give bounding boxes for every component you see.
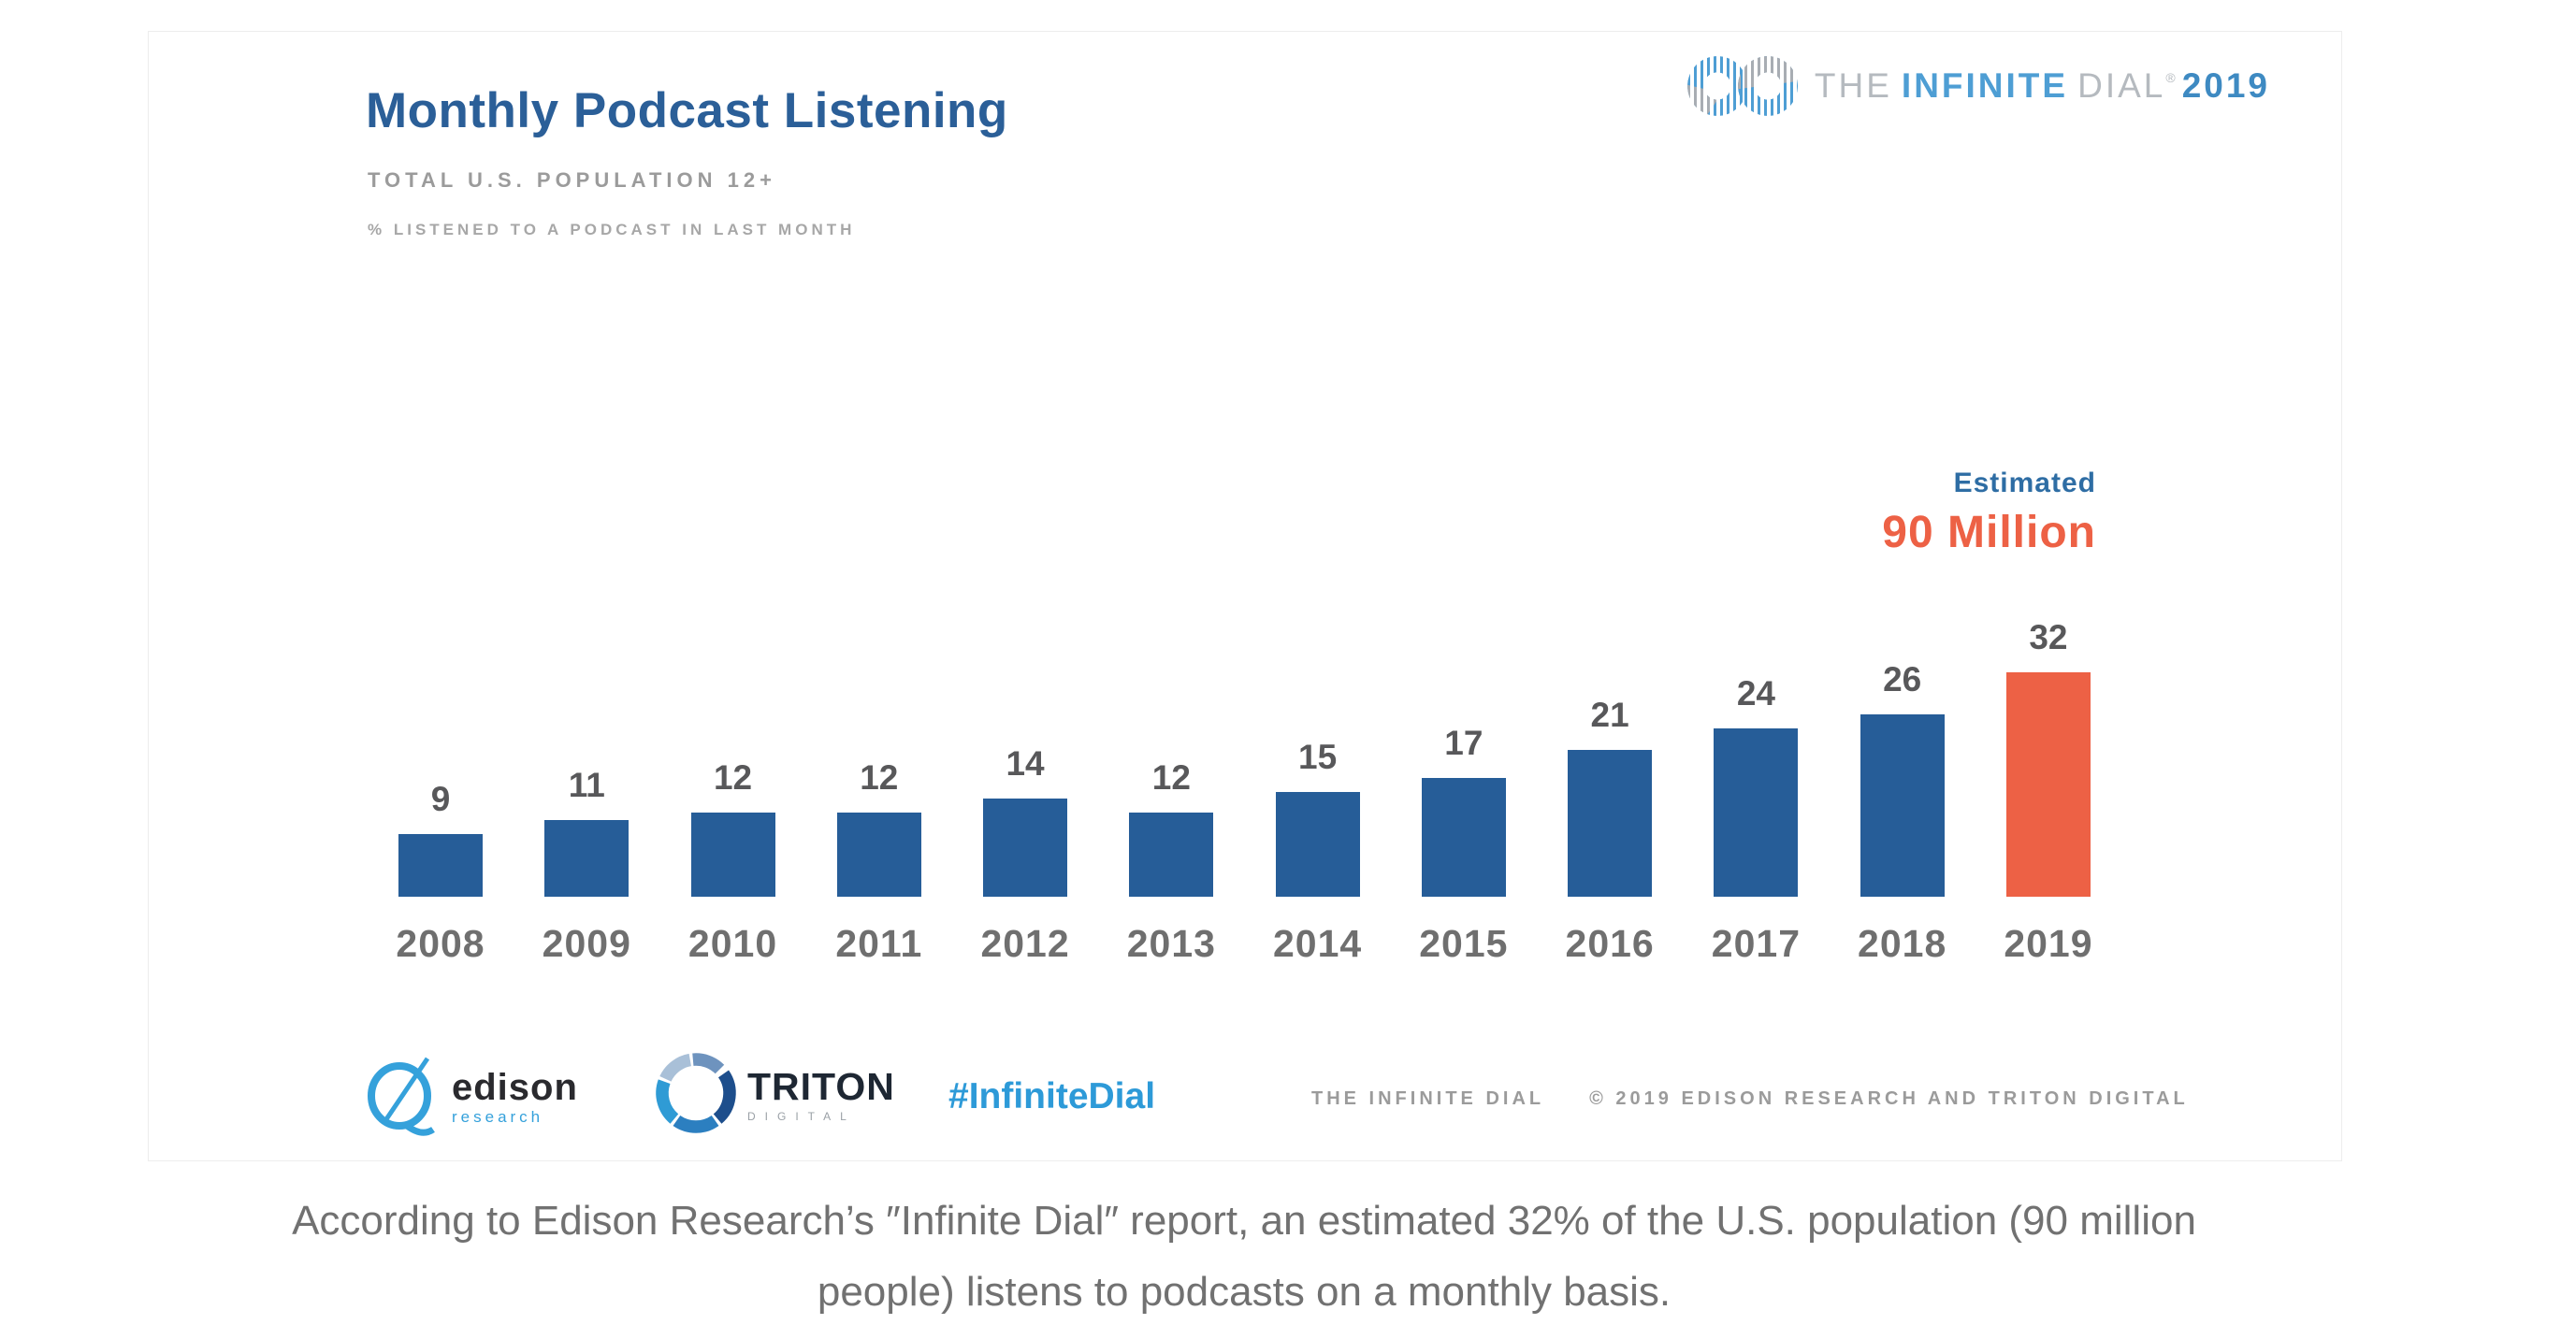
bar-value-label: 12 bbox=[860, 758, 899, 797]
bar-column: 14 2012 bbox=[980, 32, 1068, 965]
bar bbox=[836, 813, 921, 897]
bar-column: 12 2010 bbox=[688, 32, 776, 965]
bar-year-label: 2013 bbox=[1126, 922, 1216, 965]
estimate-value: 90 Million bbox=[1882, 508, 2096, 557]
triton-logo-subtext: DIGITAL bbox=[747, 1110, 856, 1123]
caption-line-1: According to Edison Research’s ″Infinite… bbox=[292, 1198, 2196, 1244]
bar-year-label: 2010 bbox=[687, 922, 778, 965]
chart-measure-note: % LISTENED TO A PODCAST IN LAST MONTH bbox=[368, 221, 856, 238]
bar-value-label: 12 bbox=[713, 758, 753, 797]
bar bbox=[1860, 714, 1945, 897]
infinity-rings-icon bbox=[1686, 56, 1798, 116]
bar-year-label: 2008 bbox=[396, 922, 485, 965]
bar-year-label: 2015 bbox=[1419, 922, 1509, 965]
bar-year-label: 2018 bbox=[1858, 922, 1947, 965]
bar-column: 15 2014 bbox=[1273, 32, 1361, 966]
bar-value-label: 15 bbox=[1298, 737, 1338, 776]
source-line: THE INFINITE DIAL © 2019 EDISON RESEARCH … bbox=[1311, 1088, 2189, 1110]
bar-column: 32 2019 bbox=[2004, 32, 2091, 965]
bar bbox=[398, 833, 483, 897]
bar-value-label: 17 bbox=[1444, 723, 1483, 762]
source-line-right: © 2019 EDISON RESEARCH AND TRITON DIGITA… bbox=[1589, 1088, 2189, 1109]
estimate-label: Estimated bbox=[1953, 468, 2096, 498]
bar bbox=[690, 813, 775, 897]
triton-digital-logo: TRITON DIGITAL bbox=[654, 1051, 895, 1140]
bar-value-label: 11 bbox=[568, 765, 605, 804]
brand-dial: DIAL bbox=[2077, 66, 2166, 105]
bar-year-label: 2011 bbox=[835, 922, 923, 965]
edison-logo-subtext: research bbox=[452, 1107, 544, 1126]
edison-logo-text: edison bbox=[452, 1066, 578, 1108]
caption-line-2: people) listens to podcasts on a monthly… bbox=[817, 1269, 1672, 1315]
infinity-ring-left-icon bbox=[1686, 56, 1747, 116]
estimate-annotation: Estimated 90 Million bbox=[1882, 468, 2096, 558]
infinity-ring-right-icon bbox=[1737, 56, 1798, 116]
brand-the: THE bbox=[1814, 66, 1892, 105]
bar bbox=[544, 819, 630, 897]
bar-value-label: 21 bbox=[1590, 695, 1629, 734]
edison-research-logo: edison research bbox=[360, 1049, 578, 1145]
bar-column: 17 2015 bbox=[1419, 32, 1507, 966]
bar-value-label: 32 bbox=[2029, 618, 2068, 656]
infinite-dial-logo: THE INFINITE DIAL ® 2019 bbox=[1686, 41, 2270, 131]
bar-year-label: 2014 bbox=[1272, 922, 1363, 965]
bar bbox=[1568, 749, 1653, 897]
bar-year-label: 2017 bbox=[1711, 922, 1801, 965]
brand-year: 2019 bbox=[2181, 66, 2270, 105]
bar bbox=[1129, 813, 1214, 897]
bar-value-label: 14 bbox=[1006, 744, 1045, 783]
caption: According to Edison Research’s ″Infinite… bbox=[122, 1186, 2366, 1328]
bar-value-label: 9 bbox=[430, 779, 451, 818]
triton-logo-text: TRITON bbox=[747, 1065, 895, 1108]
bar-value-label: 26 bbox=[1883, 660, 1922, 698]
bar-value-label: 24 bbox=[1736, 674, 1775, 713]
brand-wordmark: THE INFINITE DIAL ® 2019 bbox=[1815, 66, 2270, 106]
bar-year-label: 2009 bbox=[542, 922, 631, 965]
bar-year-label: 2012 bbox=[980, 922, 1070, 965]
bar bbox=[2005, 672, 2091, 897]
bar-column: 11 2009 bbox=[543, 32, 630, 966]
bar-column: 9 2008 bbox=[396, 32, 484, 966]
bar-column: 24 2017 bbox=[1712, 32, 1800, 965]
source-line-left: THE INFINITE DIAL bbox=[1311, 1088, 1545, 1109]
bar bbox=[1275, 791, 1360, 897]
bar-year-label: 2019 bbox=[2004, 922, 2093, 965]
bar-column: 26 2018 bbox=[1858, 32, 1946, 965]
brand-infinite: INFINITE bbox=[1901, 66, 2069, 105]
bar-year-label: 2016 bbox=[1565, 922, 1655, 965]
bar-plot: 9 2008 11 2009 12 2010 12 2011 14 2012 1… bbox=[396, 32, 2091, 966]
bar-column: 21 2016 bbox=[1566, 32, 1654, 966]
bar-column: 12 2011 bbox=[835, 32, 921, 965]
bar-value-label: 12 bbox=[1151, 758, 1191, 797]
bar bbox=[1421, 777, 1506, 897]
bar-column: 12 2013 bbox=[1127, 32, 1215, 965]
triton-ring-icon bbox=[654, 1051, 738, 1140]
chart-subtitle: TOTAL U.S. POPULATION 12+ bbox=[368, 168, 776, 192]
bar bbox=[983, 799, 1068, 897]
registered-mark-icon: ® bbox=[2165, 70, 2178, 85]
infinite-dial-chart: Monthly Podcast Listening TOTAL U.S. POP… bbox=[148, 31, 2342, 1161]
chart-title: Monthly Podcast Listening bbox=[366, 83, 1008, 138]
bar bbox=[1714, 728, 1799, 897]
edison-globe-icon bbox=[360, 1049, 446, 1145]
infinitedial-hashtag: #InfiniteDial bbox=[948, 1076, 1156, 1116]
